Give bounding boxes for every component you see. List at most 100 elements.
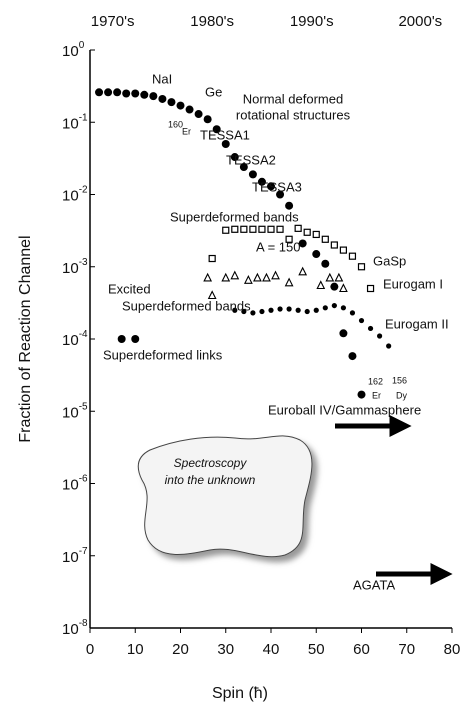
point [158, 94, 167, 103]
y-tick-base: 10 [62, 476, 79, 493]
point [294, 224, 302, 232]
point [122, 89, 131, 98]
point [203, 272, 213, 282]
point [167, 98, 176, 107]
point [339, 329, 348, 338]
y-tick-exponent: 0 [79, 40, 85, 51]
point [208, 254, 216, 263]
point [321, 235, 329, 243]
point [248, 170, 257, 179]
annotation: Superdeformed bands [122, 298, 251, 313]
y-tick-label: 10-8 [62, 618, 88, 638]
annotation: Superdeformed bands [170, 209, 299, 224]
annotation: Ge [205, 84, 222, 99]
y-tick-label: 10-6 [62, 473, 88, 493]
point [131, 89, 140, 98]
point [113, 88, 122, 97]
point [243, 275, 253, 284]
top-tick-label: 1970's [91, 13, 135, 30]
point [321, 259, 330, 268]
point [316, 280, 326, 290]
y-tick-base: 10 [62, 187, 79, 204]
top-tick-label: 2000's [398, 13, 442, 30]
point [149, 92, 158, 101]
point [140, 90, 149, 99]
point [340, 305, 346, 311]
point [313, 307, 319, 313]
point [377, 333, 383, 339]
annotation: Dy [396, 390, 407, 400]
annotation: rotational structures [236, 107, 351, 122]
point [339, 283, 348, 293]
x-tick-label: 10 [127, 641, 144, 658]
point [357, 390, 366, 399]
point [331, 302, 337, 309]
point [221, 139, 230, 148]
point [276, 190, 285, 199]
annotation: 156 [392, 375, 407, 385]
point [271, 270, 280, 280]
unknown-region [137, 435, 313, 558]
point [230, 153, 239, 162]
arrow [335, 414, 412, 438]
y-tick-base: 10 [62, 332, 79, 349]
point [262, 272, 271, 282]
point [117, 335, 126, 343]
point [240, 225, 248, 233]
point [230, 270, 240, 280]
point [207, 290, 217, 300]
y-tick-base: 10 [62, 404, 79, 421]
point [298, 266, 308, 276]
point [104, 88, 113, 97]
point [367, 325, 374, 332]
annotation: AGATA [353, 577, 395, 592]
annotation: TESSA2 [226, 152, 276, 167]
point [325, 272, 335, 282]
y-tick-exponent: -3 [79, 256, 88, 267]
x-tick-label: 20 [172, 641, 189, 658]
x-tick-label: 40 [263, 641, 280, 658]
point [284, 277, 294, 287]
point [258, 225, 266, 233]
point [267, 182, 275, 191]
y-tick-exponent: -6 [79, 473, 88, 484]
point [239, 163, 248, 172]
point [241, 308, 247, 315]
point [267, 225, 275, 233]
point [386, 343, 392, 349]
point [95, 88, 104, 97]
y-tick-exponent: -2 [79, 184, 88, 195]
y-tick-base: 10 [62, 115, 79, 132]
y-tick-label: 10-2 [62, 184, 88, 204]
annotation: Er [182, 126, 191, 136]
annotation: Normal deformed [243, 91, 343, 106]
annotation: Superdeformed links [103, 347, 223, 362]
point [253, 272, 262, 282]
point [259, 308, 265, 315]
annotation: NaI [152, 71, 172, 86]
point [249, 225, 257, 233]
y-tick-exponent: -1 [79, 112, 88, 123]
point [295, 307, 301, 313]
y-tick-label: 10-7 [62, 545, 88, 565]
point [221, 272, 231, 282]
x-tick-label: 60 [353, 641, 370, 658]
annotation: into the unknown [165, 473, 256, 487]
point [330, 241, 338, 249]
annotation: Euroball IV/Gammasphere [268, 402, 421, 417]
annotation: Eurogam II [385, 316, 449, 331]
x-tick-label: 0 [86, 641, 94, 658]
y-tick-label: 10-4 [62, 329, 88, 349]
point [203, 115, 212, 124]
y-tick-exponent: -8 [79, 618, 88, 629]
arrow [376, 562, 453, 586]
annotation: Er [372, 390, 381, 400]
y-tick-base: 10 [62, 43, 79, 60]
point [194, 110, 203, 119]
annotation: TESSA1 [200, 127, 250, 142]
x-tick-label: 50 [308, 641, 325, 658]
point [286, 306, 292, 312]
point [185, 105, 194, 114]
annotation: Eurogam I [383, 276, 443, 291]
point [357, 263, 366, 271]
